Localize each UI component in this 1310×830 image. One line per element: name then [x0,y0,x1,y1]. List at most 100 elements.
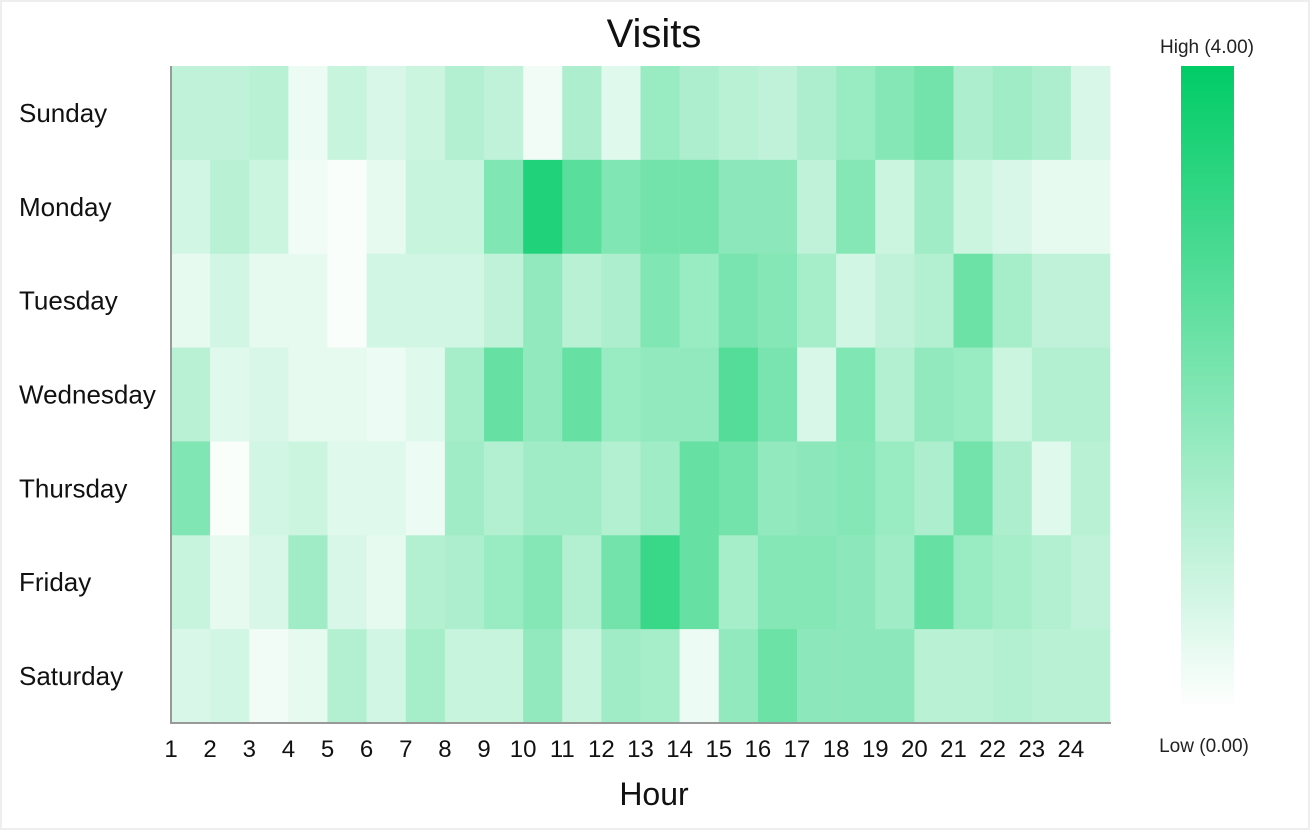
heatmap-cell [562,159,602,255]
x-tick-label: 8 [438,736,451,763]
x-tick-label: 23 [1018,736,1045,763]
heatmap-cell [171,159,211,255]
heatmap-cell [875,441,915,536]
row-label: Wednesday [19,380,156,410]
heatmap-cell [327,629,367,724]
x-tick-label: 16 [745,736,772,763]
heatmap-cell [405,441,446,536]
x-tick-label: 4 [282,736,295,763]
heatmap-cell [210,441,250,536]
heatmap-cell [914,629,954,724]
heatmap-cell [327,535,367,630]
heatmap-cell [992,629,1033,724]
heatmap-cell [679,159,720,255]
heatmap-cell [327,253,367,348]
heatmap-cell [249,347,289,442]
x-axis-label: Hour [619,776,689,812]
heatmap-cell [523,535,563,630]
heatmap-cell [836,347,876,442]
x-tick-label: 7 [399,736,412,763]
heatmap-cell [718,159,759,255]
row-label: Monday [19,192,112,222]
heatmap-cell [288,347,328,442]
chart-title: Visits [607,12,702,56]
heatmap-cell [523,159,563,255]
heatmap-cell [797,253,837,348]
heatmap-cell [718,347,759,442]
heatmap-cell [797,347,837,442]
heatmap-cell [366,629,407,724]
heatmap-cell [249,535,289,630]
heatmap-cell [523,441,563,536]
heatmap-cell [757,159,798,255]
heatmap-cell [1031,159,1072,255]
heatmap-cell [679,66,720,161]
heatmap-cell [679,441,720,536]
heatmap-cell [288,535,328,630]
heatmap-cell [992,347,1033,442]
heatmap-cell [327,347,367,442]
heatmap-cell [601,159,641,255]
heatmap-cell [797,159,837,255]
heatmap-cell [484,159,524,255]
heatmap-cell [875,66,915,161]
heatmap-cell [484,253,524,348]
heatmap-cell [640,347,680,442]
heatmap-cell [992,253,1033,348]
heatmap-cell [444,159,485,255]
heatmap-cell [523,253,563,348]
heatmap-cell [601,347,641,442]
heatmap-cell [914,66,954,161]
heatmap-cell [640,535,680,630]
heatmap-cell [640,629,680,724]
heatmap-cell [875,535,915,630]
heatmap-cell [1031,441,1072,536]
heatmap-cell [1070,535,1111,630]
heatmap-cell [914,347,954,442]
heatmap-cell [523,66,563,161]
column-labels: 1 2 3 4 5 6 7 8 9 10 11 12 13 14 15 16 17 18 19 20 21 22 23 24 [164,736,1084,763]
heatmap-cell [405,535,446,630]
heatmap-cell [679,347,720,442]
heatmap-cell [405,66,446,161]
heatmap-cell [562,347,602,442]
heatmap-cell [836,66,876,161]
heatmap-cell [562,629,602,724]
heatmap-cell [718,253,759,348]
heatmap-cell [1031,347,1072,442]
x-tick-label: 12 [588,736,615,763]
heatmap-cell [601,535,641,630]
heatmap-cell [601,66,641,161]
heatmap-cell [914,159,954,255]
heatmap-cell [562,535,602,630]
heatmap-cell [953,347,993,442]
heatmap-cell [797,629,837,724]
x-tick-label: 20 [901,736,928,763]
heatmap-cell [601,441,641,536]
heatmap-cell [914,535,954,630]
heatmap-cell [171,347,211,442]
heatmap-cell [757,66,798,161]
heatmap-cell [640,159,680,255]
heatmap-cell [210,535,250,630]
heatmap-cell [210,159,250,255]
x-tick-label: 10 [510,736,537,763]
heatmap-cell [1031,629,1072,724]
heatmap-cell [718,629,759,724]
legend-high-label: High (4.00) [1160,37,1254,58]
heatmap-cell [210,253,250,348]
heatmap-cell [1070,66,1111,161]
heatmap-cell [953,159,993,255]
heatmap-cell [1031,535,1072,630]
heatmap-cell [249,253,289,348]
heatmap-cell [1070,441,1111,536]
heatmap-cell [953,629,993,724]
heatmap-cell [836,535,876,630]
heatmap-cell [523,629,563,724]
heatmap-cell [757,535,798,630]
x-tick-label: 19 [862,736,889,763]
row-label: Saturday [19,661,123,691]
heatmap-cell [444,535,485,630]
heatmap-cell [249,441,289,536]
